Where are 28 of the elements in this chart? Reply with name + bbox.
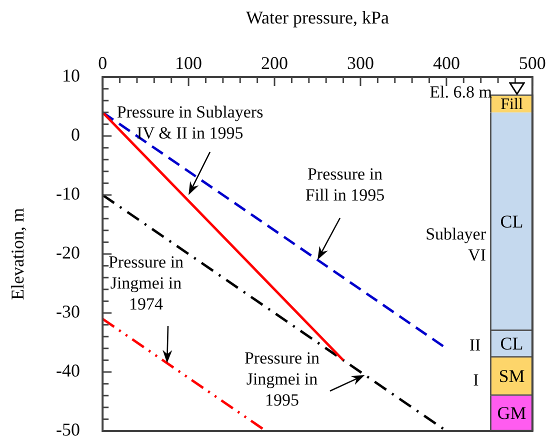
annotation: Pressure in Jingmei in 1995 [244,348,320,410]
series-label: SM [498,366,525,386]
series-label: GM [497,403,526,424]
y-tick-label: 10 [62,66,80,86]
x-tick-label: 200 [261,52,288,73]
annotation: Pressure in Jingmei in 1974 [108,252,184,314]
series-label: CL [500,211,524,232]
y-tick-label: -10 [56,184,80,204]
y-tick-label: -30 [56,302,80,322]
x-tick-label: 100 [175,52,202,73]
x-axis-title: Water pressure, kPa [246,8,390,28]
annotation: Sublayer VI [426,224,486,264]
y-tick-label: 0 [71,124,80,145]
annotation: Pressure in Fill in 1995 [305,164,385,204]
y-tick-label: -50 [56,420,80,437]
y-tick-label: -40 [56,360,80,381]
annotation: El. 6.8 m [430,82,492,102]
x-tick-label: 400 [432,52,460,73]
series-label: CL [500,334,524,354]
annotation: Pressure in Sublayers IV & II in 1995 [116,102,264,142]
x-tick-label: 0 [98,52,108,73]
x-tick-label: 500 [518,52,546,73]
annotation: I [473,370,480,390]
x-tick-label: 300 [346,52,374,73]
y-tick-label: -20 [56,242,80,263]
series-label: Fill [500,96,524,113]
y-axis-title: Elevation, m [8,208,28,300]
annotation: II [469,335,481,354]
